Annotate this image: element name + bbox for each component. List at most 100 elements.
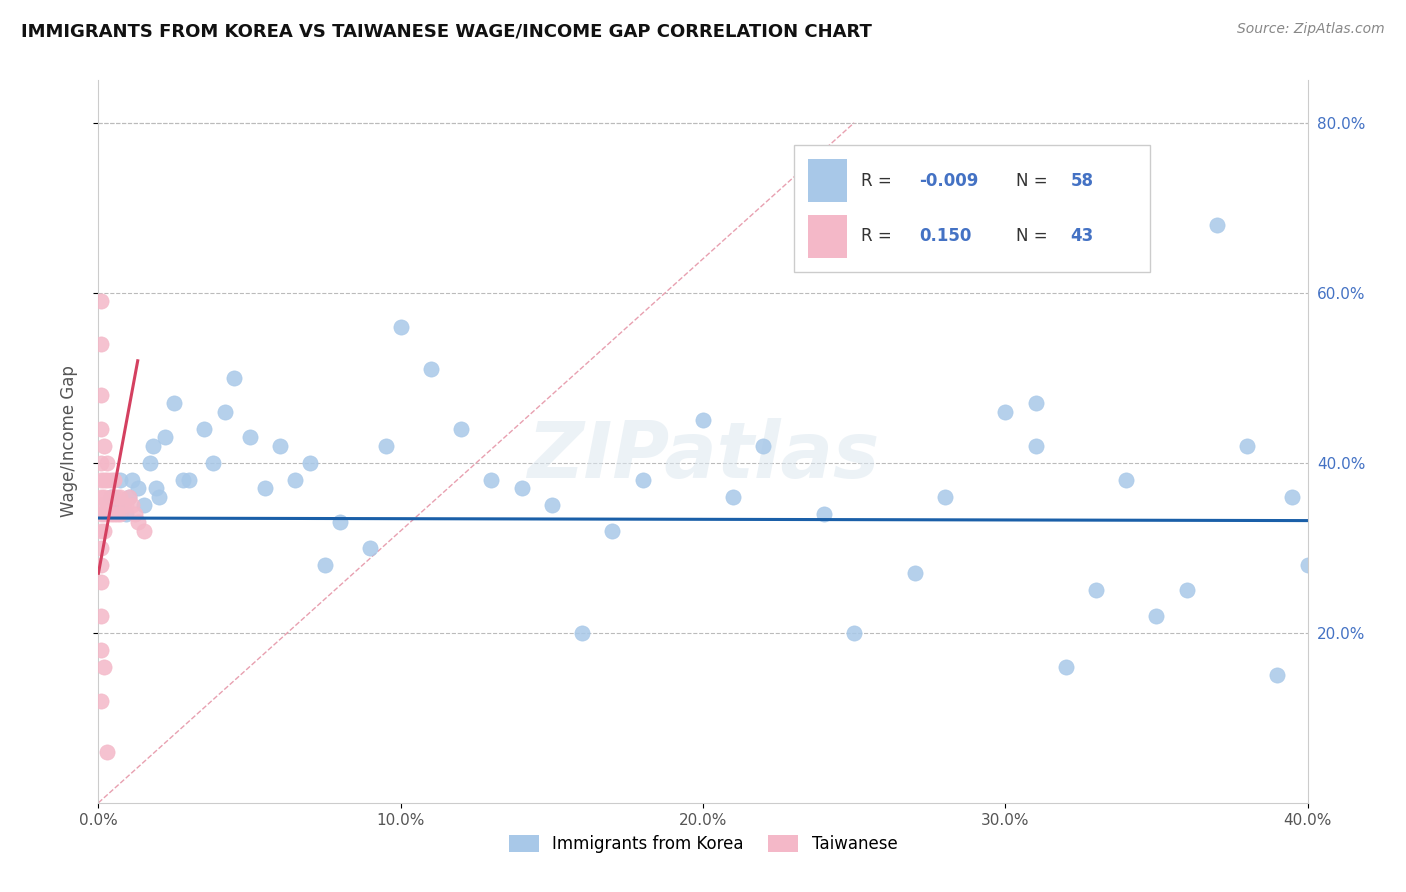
Point [108, 507, 131, 521]
Point [100, 490, 122, 504]
Point [90, 490, 112, 504]
Point [105, 507, 128, 521]
Point [100, 473, 122, 487]
Text: 43: 43 [1070, 227, 1094, 245]
Point [90, 541, 112, 555]
Point [239, 430, 262, 444]
Point [374, 439, 396, 453]
Point [90, 558, 112, 572]
Point [314, 558, 336, 572]
Point [121, 498, 143, 512]
Point [1236, 439, 1258, 453]
Point [752, 439, 775, 453]
Point [90, 507, 112, 521]
Point [90, 524, 112, 538]
Point [179, 473, 201, 487]
Text: IMMIGRANTS FROM KOREA VS TAIWANESE WAGE/INCOME GAP CORRELATION CHART: IMMIGRANTS FROM KOREA VS TAIWANESE WAGE/… [21, 22, 872, 40]
Point [90, 456, 112, 470]
Point [1206, 218, 1229, 232]
Point [90, 498, 112, 512]
Point [224, 371, 246, 385]
Point [90, 574, 112, 589]
Point [111, 498, 134, 512]
Point [105, 498, 128, 512]
Point [93, 490, 115, 504]
Point [692, 413, 714, 427]
Text: ZIPatlas: ZIPatlas [527, 418, 879, 494]
Text: N =: N = [1017, 172, 1053, 190]
Y-axis label: Wage/Income Gap: Wage/Income Gap [59, 366, 77, 517]
Point [1296, 558, 1319, 572]
Point [1115, 473, 1137, 487]
Point [172, 473, 194, 487]
Point [813, 507, 835, 521]
Point [93, 524, 115, 538]
Point [1144, 608, 1167, 623]
Point [127, 516, 149, 530]
Point [994, 405, 1017, 419]
Point [360, 541, 382, 555]
Point [90, 336, 112, 351]
Legend: Immigrants from Korea, Taiwanese: Immigrants from Korea, Taiwanese [502, 828, 904, 860]
Point [934, 490, 956, 504]
Point [100, 507, 122, 521]
Point [269, 439, 291, 453]
Point [1267, 668, 1289, 682]
Point [510, 481, 533, 495]
Point [571, 625, 593, 640]
Point [723, 490, 745, 504]
Point [90, 473, 112, 487]
Point [214, 405, 236, 419]
FancyBboxPatch shape [808, 159, 846, 202]
Point [103, 473, 125, 487]
Point [142, 439, 165, 453]
Point [1175, 583, 1198, 598]
Text: 58: 58 [1070, 172, 1094, 190]
Point [132, 498, 155, 512]
Point [103, 507, 125, 521]
Text: R =: R = [862, 227, 897, 245]
Point [299, 456, 322, 470]
Point [90, 388, 112, 402]
Point [284, 473, 307, 487]
Point [96, 745, 118, 759]
FancyBboxPatch shape [808, 215, 846, 258]
Text: -0.009: -0.009 [920, 172, 979, 190]
Point [148, 490, 170, 504]
Point [602, 524, 624, 538]
Point [90, 608, 112, 623]
Point [90, 642, 112, 657]
Point [1054, 660, 1077, 674]
Point [253, 481, 276, 495]
Point [450, 422, 472, 436]
Point [1085, 583, 1108, 598]
Point [96, 456, 118, 470]
Point [153, 430, 176, 444]
Point [90, 422, 112, 436]
Point [93, 660, 115, 674]
Point [1024, 396, 1046, 410]
Point [93, 507, 115, 521]
Point [329, 516, 352, 530]
Point [193, 422, 215, 436]
Point [540, 498, 562, 512]
Point [420, 362, 443, 376]
Text: R =: R = [862, 172, 897, 190]
Point [103, 490, 125, 504]
Point [108, 490, 131, 504]
Point [118, 490, 141, 504]
Text: 0.150: 0.150 [920, 227, 972, 245]
Point [118, 490, 141, 504]
Point [124, 507, 146, 521]
Point [481, 473, 503, 487]
Point [93, 439, 115, 453]
FancyBboxPatch shape [793, 145, 1150, 272]
Point [96, 498, 118, 512]
Point [105, 490, 128, 504]
Point [904, 566, 927, 581]
Point [100, 490, 122, 504]
Point [93, 473, 115, 487]
Point [90, 294, 112, 309]
Point [844, 625, 866, 640]
Point [389, 319, 412, 334]
